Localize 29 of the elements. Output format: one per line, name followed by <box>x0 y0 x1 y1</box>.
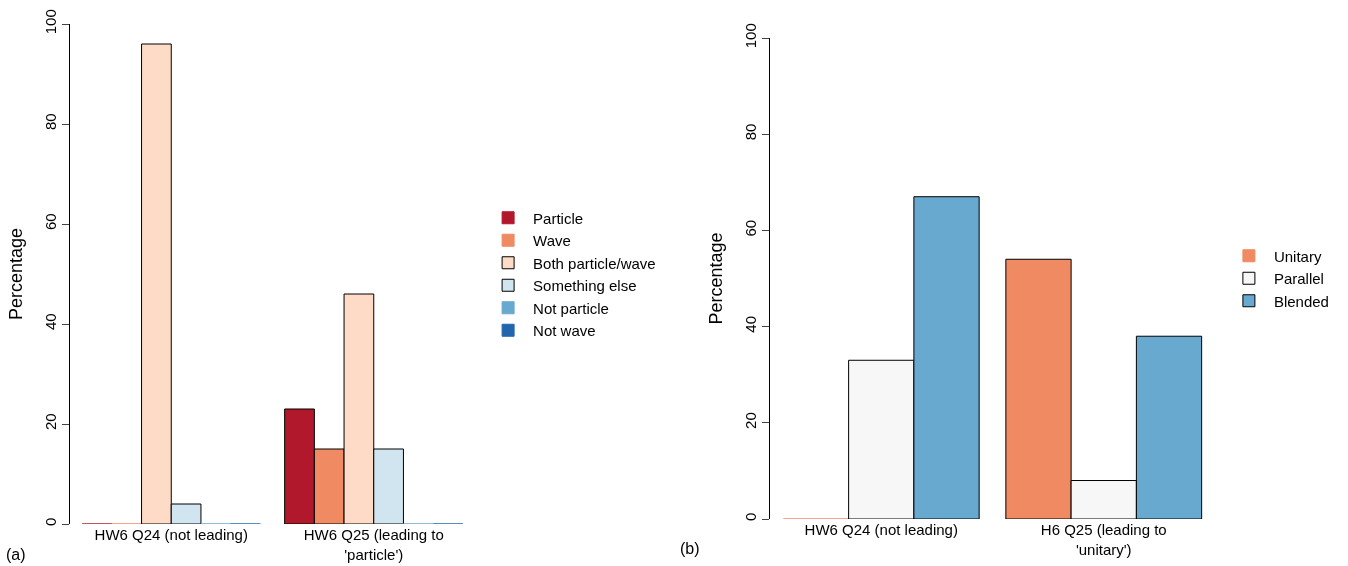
y-tick-label: 20 <box>42 413 59 431</box>
y-tick-label: 100 <box>742 23 759 49</box>
legend-label: Not particle <box>533 299 609 317</box>
x-tick-label: HW6 Q24 (not leading) <box>94 526 248 543</box>
y-tick-label: 60 <box>42 213 59 231</box>
y-tick-label: 0 <box>42 517 59 526</box>
legend-label: Something else <box>533 277 637 295</box>
y-tick-label: 40 <box>42 313 59 331</box>
text: (b) <box>680 540 700 557</box>
legend-label: Wave <box>533 232 571 250</box>
y-tick-label: 40 <box>742 316 759 333</box>
x-tick-label: HW6 Q24 (not leading) <box>804 521 958 538</box>
y-tick-label: 80 <box>742 123 759 141</box>
y-axis-title: Percentage <box>6 227 27 321</box>
x-tick-label: H6 Q25 (leading to 'unitary') <box>1040 521 1167 558</box>
legend-label: Both particle/wave <box>533 254 656 272</box>
text: (a) <box>6 546 26 563</box>
legend-label: Unitary <box>1273 247 1322 265</box>
y-tick-label: 20 <box>742 412 759 429</box>
y-tick-label: 80 <box>42 113 59 131</box>
legend-label: Particle <box>533 209 584 227</box>
legend-label: Parallel <box>1273 270 1324 288</box>
y-tick-label: 0 <box>742 512 759 521</box>
legend-label: Not wave <box>533 322 596 340</box>
y-tick-label: 60 <box>742 219 759 237</box>
y-tick-label: 100 <box>42 9 59 35</box>
x-tick-label: HW6 Q25 (leading to 'particle') <box>303 526 444 563</box>
legend-label: Blended <box>1273 292 1329 310</box>
y-axis-title: Percentage <box>706 232 727 325</box>
